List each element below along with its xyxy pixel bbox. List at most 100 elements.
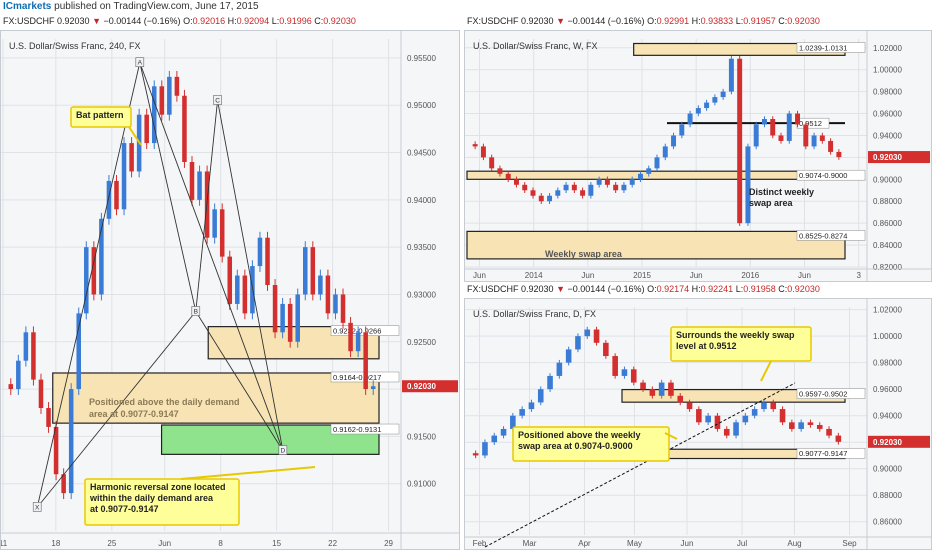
distinct-swap-label: Distinct weekly: [749, 187, 814, 197]
candle-body: [770, 402, 777, 410]
candle-body: [720, 91, 726, 98]
candle-body: [679, 124, 685, 136]
x-tick-label: 15: [272, 539, 281, 548]
candle-body: [798, 422, 804, 429]
candle-body: [91, 247, 97, 295]
zone-annotation-text: Positioned above the daily demand: [89, 397, 240, 407]
h4-chart-svg[interactable]: 0.95500 0.95000 0.94500 0.94000 0.93500 0.930…: [0, 31, 459, 549]
candle-body: [61, 474, 66, 494]
candle-body: [687, 113, 693, 125]
current-price-tag: [868, 435, 930, 448]
y-tick-label: 0.96000: [873, 385, 902, 394]
pattern-point-label: C: [215, 98, 220, 105]
candle-body: [751, 409, 758, 416]
candle-body: [272, 285, 278, 333]
x-tick-label: 11: [1, 539, 8, 548]
distinct-swap-label: swap area: [749, 198, 794, 208]
candle-body: [714, 415, 721, 429]
candle-body: [84, 247, 89, 314]
candle-body: [723, 428, 730, 436]
zone-label: 0.9232-0.9266: [333, 327, 381, 336]
x-tick-label: Jun: [158, 539, 171, 548]
candle-body: [257, 237, 263, 267]
candle-body: [295, 294, 300, 342]
h4-chart-panel[interactable]: FX:USDCHF 0.92030 ▼ −0.00144 (−0.16%) O:…: [0, 14, 460, 550]
pattern-point-box: [135, 57, 145, 67]
candle-body: [668, 382, 674, 396]
harmonic-pattern-line: [139, 62, 284, 451]
candle-body: [803, 124, 809, 147]
callout-bat-pattern-text: Bat pattern: [76, 110, 124, 120]
candle-body: [16, 360, 21, 390]
x-tick-label: Feb: [473, 539, 487, 548]
x-tick-label: 2016: [741, 271, 759, 280]
harmonic-pattern-line: [195, 311, 284, 451]
candle-body: [310, 247, 316, 295]
candle-body: [8, 384, 14, 390]
daily-chart-svg[interactable]: 1.02000 1.00000 0.98000 0.96000 0.94000 0.920…: [465, 299, 931, 549]
candle-body: [46, 408, 51, 427]
y-tick-label: 0.91500: [407, 432, 436, 441]
y-tick-label: 0.86000: [873, 219, 902, 228]
y-tick-label: 0.94000: [873, 131, 902, 140]
candle-body: [144, 114, 149, 144]
candle-body: [745, 146, 751, 224]
pattern-point-label: D: [280, 448, 285, 455]
weekly-ohlc-readout: FX:USDCHF 0.92030 ▼ −0.00144 (−0.16%) O:…: [467, 16, 820, 26]
candle-body: [482, 442, 488, 456]
candle-body: [565, 349, 572, 363]
candle-body: [816, 424, 823, 429]
callout-arrow: [760, 360, 772, 382]
zone-label-bg: [796, 447, 866, 459]
y-tick-label: 0.98000: [873, 88, 902, 97]
callout-arrow: [664, 432, 678, 440]
candle-body: [621, 369, 628, 376]
candle-body: [182, 95, 187, 162]
callout-arrow: [180, 466, 316, 480]
candle-body: [778, 135, 784, 141]
brand-name[interactable]: ICmarkets: [3, 1, 52, 12]
current-price-tag: [402, 380, 458, 393]
candle-body: [68, 389, 74, 494]
y-tick-label: 0.82000: [873, 263, 902, 272]
candle-body: [704, 102, 710, 109]
x-tick-label: May: [627, 539, 642, 548]
zone-rect: [52, 372, 380, 424]
candle-body: [571, 184, 577, 191]
candle-body: [733, 422, 739, 436]
daily-chart-panel[interactable]: FX:USDCHF 0.92030 ▼ −0.00144 (−0.16%) O:…: [464, 282, 932, 550]
weekly-chart-svg[interactable]: 1.02000 1.00000 0.98000 0.96000 0.94000 0.920…: [465, 31, 931, 281]
x-tick-label: 2015: [633, 271, 651, 280]
trendline: [484, 382, 796, 548]
y-tick-label: 0.88000: [873, 491, 902, 500]
candle-body: [547, 195, 553, 202]
callout-surrounds: [670, 326, 812, 362]
candle-body: [53, 426, 59, 475]
candle-body: [826, 428, 832, 436]
y-tick-label: 1.00000: [873, 332, 902, 341]
candle-body: [510, 415, 516, 429]
candle-body: [538, 195, 544, 202]
candle-body: [151, 86, 157, 144]
weekly-chart-panel[interactable]: FX:USDCHF 0.92030 ▼ −0.00144 (−0.16%) O:…: [464, 14, 932, 282]
zone-label-bg: [330, 423, 400, 435]
candle-body: [596, 179, 602, 185]
chart-title: U.S. Dollar/Swiss Franc, 240, FX: [9, 41, 141, 51]
zone-label: 0.8525-0.8274: [799, 231, 847, 240]
candle-body: [593, 329, 600, 343]
candle-body: [629, 179, 635, 185]
candle-body: [106, 180, 112, 219]
candle-body: [31, 332, 36, 380]
zone-label-bg: [796, 169, 866, 181]
zone-label-bg: [796, 388, 866, 399]
pattern-point-label: X: [35, 504, 40, 511]
zone-label: 0.9162-0.9131: [333, 425, 381, 434]
y-tick-label: 0.92500: [407, 338, 436, 347]
zone-label: 0.9164-0.9217: [333, 373, 381, 382]
current-price-label: 0.92030: [407, 382, 436, 391]
candle-body: [677, 395, 684, 403]
candle-body: [189, 162, 195, 200]
zone-annotation-text: area at 0.9077-0.9147: [89, 409, 179, 419]
candle-body: [333, 294, 338, 314]
candle-body: [38, 379, 44, 408]
